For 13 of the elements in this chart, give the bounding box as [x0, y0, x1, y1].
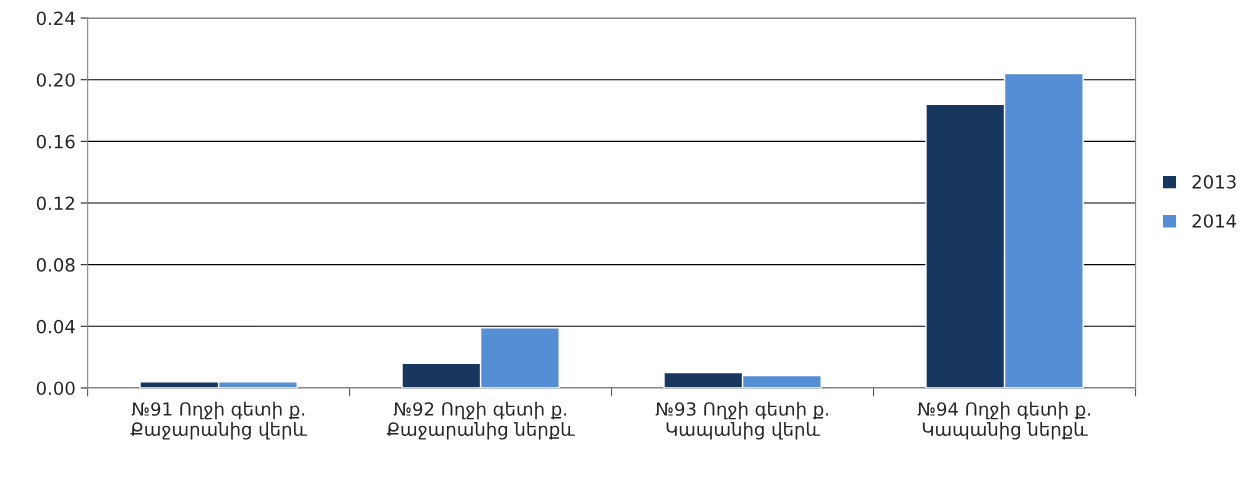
x-tick-label: №93 Ողջի գետի ք. Կապանից վերև — [655, 401, 829, 440]
legend-label: 2013 — [1192, 175, 1236, 189]
y-tick-label: 0.16 — [36, 134, 75, 149]
y-tick-label: 0.20 — [36, 73, 75, 87]
y-tick-label: 0.12 — [36, 196, 75, 211]
y-tick-label: 0.08 — [36, 258, 75, 272]
x-tick-label: №94 Ողջի գետի ք. Կապանից ներքև — [917, 401, 1091, 440]
y-tick-label: 0.04 — [36, 319, 75, 334]
y-tick-label: 0.24 — [36, 11, 75, 26]
x-tick-label: №92 Ողջի գետի ք. Քաջարանից ներքև — [386, 401, 575, 440]
y-tick-label: 0.00 — [36, 381, 75, 396]
legend-label: 2014 — [1192, 214, 1237, 228]
x-tick-label: №91 Ողջի գետի ք. Քաջարանից վերև — [130, 401, 308, 440]
